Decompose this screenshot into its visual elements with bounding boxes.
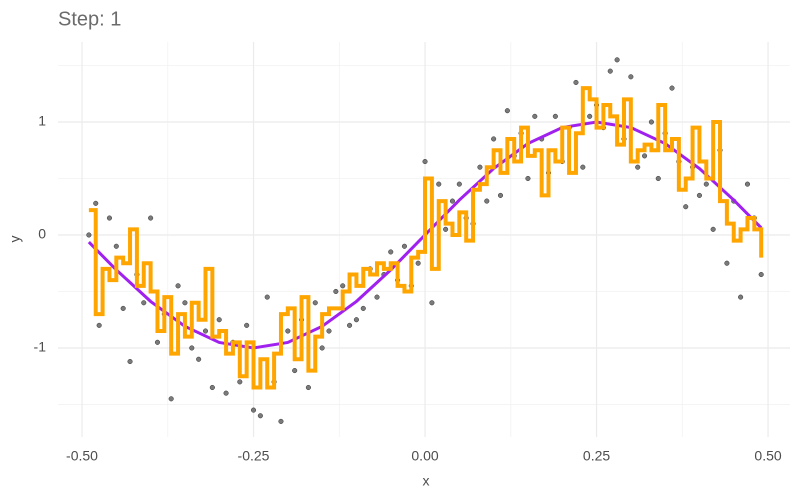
- data-point: [168, 396, 174, 402]
- data-point: [209, 384, 215, 391]
- data-point: [738, 294, 744, 300]
- data-point: [443, 226, 449, 232]
- data-point: [360, 305, 366, 311]
- data-point: [106, 215, 113, 221]
- chart-title: Step: 1: [58, 8, 121, 30]
- data-point: [285, 328, 291, 334]
- data-point: [607, 68, 613, 74]
- data-point: [175, 283, 181, 289]
- y-tick-label: 1: [38, 113, 46, 129]
- data-point: [415, 260, 421, 266]
- data-point: [628, 74, 634, 80]
- data-point: [614, 57, 620, 63]
- data-point: [353, 317, 359, 323]
- data-point: [347, 322, 353, 328]
- x-tick-label: -0.25: [238, 448, 270, 464]
- data-point: [635, 164, 641, 170]
- data-point: [655, 175, 661, 182]
- data-point: [683, 204, 689, 210]
- data-point: [477, 164, 483, 170]
- data-point: [436, 181, 442, 187]
- data-point: [401, 243, 407, 249]
- data-point: [587, 113, 593, 119]
- data-point: [305, 384, 311, 391]
- x-tick-label: -0.50: [66, 448, 98, 464]
- data-point: [724, 260, 730, 266]
- data-point: [703, 181, 709, 187]
- x-tick-label: 0.25: [583, 448, 610, 464]
- data-point: [669, 85, 675, 91]
- step-line: [88, 86, 764, 390]
- data-point: [257, 413, 263, 419]
- data-point: [340, 283, 346, 289]
- data-point: [196, 356, 202, 362]
- data-point: [154, 339, 161, 345]
- data-point: [223, 390, 229, 396]
- data-point: [388, 249, 394, 255]
- y-tick-label: 0: [38, 226, 46, 242]
- data-point: [491, 136, 497, 142]
- data-point: [326, 328, 332, 334]
- data-point: [182, 300, 188, 306]
- data-point: [319, 345, 325, 351]
- data-point: [449, 198, 456, 204]
- data-point: [504, 108, 510, 114]
- data-point: [113, 243, 119, 249]
- data-point: [148, 215, 154, 221]
- data-point: [202, 328, 209, 334]
- data-point: [429, 300, 435, 306]
- data-point: [93, 200, 99, 206]
- data-point: [250, 407, 257, 413]
- data-point: [278, 418, 284, 424]
- data-point: [484, 198, 490, 204]
- data-point: [86, 232, 92, 238]
- x-tick-label: 0.00: [411, 448, 438, 464]
- x-axis-label: x: [423, 473, 430, 489]
- data-point: [573, 79, 579, 85]
- data-point: [456, 181, 462, 187]
- data-point: [758, 271, 764, 278]
- data-point: [580, 164, 586, 170]
- data-point: [744, 181, 751, 187]
- y-axis-label: y: [7, 236, 23, 243]
- data-point: [127, 358, 133, 365]
- data-point: [237, 379, 243, 385]
- data-point: [422, 158, 428, 165]
- data-point: [216, 317, 222, 323]
- data-point: [648, 119, 654, 125]
- data-point: [141, 300, 147, 306]
- data-point: [497, 192, 504, 198]
- data-point: [525, 175, 531, 182]
- data-point: [532, 113, 538, 119]
- data-point: [120, 305, 126, 311]
- data-point: [189, 345, 195, 351]
- data-point: [292, 368, 298, 374]
- y-tick-label: -1: [34, 339, 47, 355]
- data-point: [552, 113, 558, 119]
- x-tick-label: 0.50: [754, 448, 781, 464]
- data-point: [696, 192, 702, 198]
- data-point: [312, 300, 318, 306]
- data-point: [333, 288, 339, 295]
- data-point: [244, 322, 250, 328]
- data-point: [642, 153, 648, 159]
- data-point: [96, 322, 102, 328]
- data-point: [264, 294, 270, 300]
- data-point: [374, 294, 380, 300]
- data-point: [710, 226, 716, 232]
